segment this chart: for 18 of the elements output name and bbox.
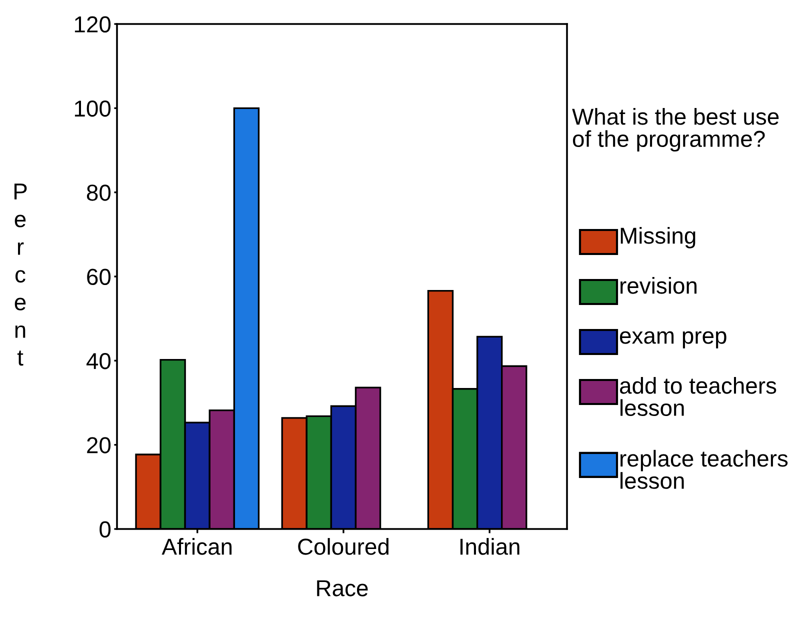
y-tick-label: 80	[86, 184, 111, 201]
x-tick-label: Indian	[460, 538, 520, 555]
legend-label: revision	[620, 277, 696, 294]
x-tick-label: Coloured	[298, 538, 388, 555]
x-tick-label: African	[162, 538, 232, 555]
y-tick-label: 40	[86, 352, 111, 370]
y-axis-title: Percent	[14, 184, 27, 366]
legend-title: What is the best use of the programme?	[572, 108, 779, 152]
legend-label: Missing	[620, 227, 696, 248]
legend-label: replace teachers lesson	[620, 450, 788, 489]
y-tick-label: 60	[87, 268, 111, 286]
x-axis-title: Race	[317, 580, 368, 596]
y-tick-label: 0	[100, 521, 111, 538]
legend-label: exam prep	[620, 331, 726, 348]
y-tick-label: 20	[87, 437, 111, 454]
legend-label: add to teachers lesson	[620, 377, 776, 416]
y-tick-label: 100	[74, 100, 111, 117]
y-tick-label: 120	[74, 16, 111, 33]
